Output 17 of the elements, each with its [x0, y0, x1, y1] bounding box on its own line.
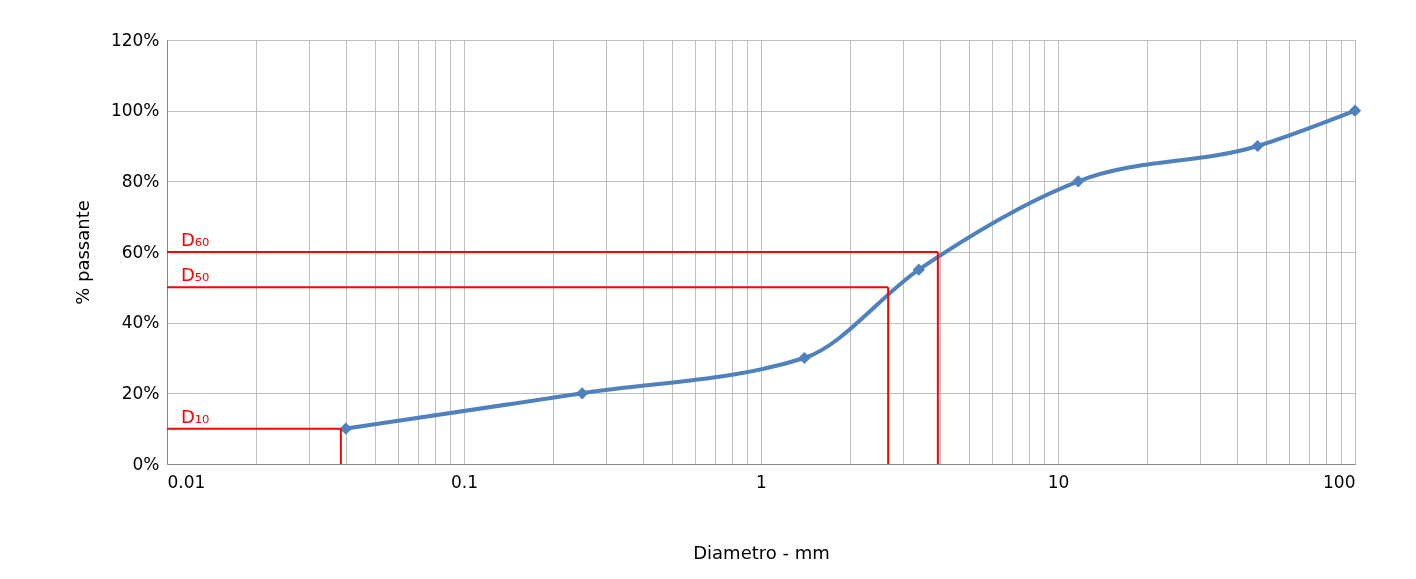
y-tick-label: 100% [110, 100, 160, 121]
x-axis-title: Diametro - mm [693, 541, 830, 563]
x-tick-label: 0.01 [167, 471, 206, 492]
x-tick-label: 1 [756, 471, 767, 492]
ref-line-label: D₅₀ [181, 264, 210, 286]
ref-line-label: D₆₀ [181, 229, 210, 250]
y-tick-label: 120% [110, 29, 160, 50]
y-axis-title: % passante [71, 200, 93, 305]
y-tick-label: 80% [121, 170, 160, 191]
y-tick-label: 60% [121, 241, 160, 262]
ref-line-label: D₁₀ [181, 405, 210, 427]
y-tick-label: 20% [121, 382, 160, 403]
x-tick-label: 100 [1323, 471, 1356, 492]
y-tick-label: 40% [121, 312, 160, 333]
y-tick-label: 0% [132, 453, 160, 474]
x-tick-label: 10 [1047, 471, 1070, 492]
x-tick-label: 0.1 [450, 471, 479, 492]
